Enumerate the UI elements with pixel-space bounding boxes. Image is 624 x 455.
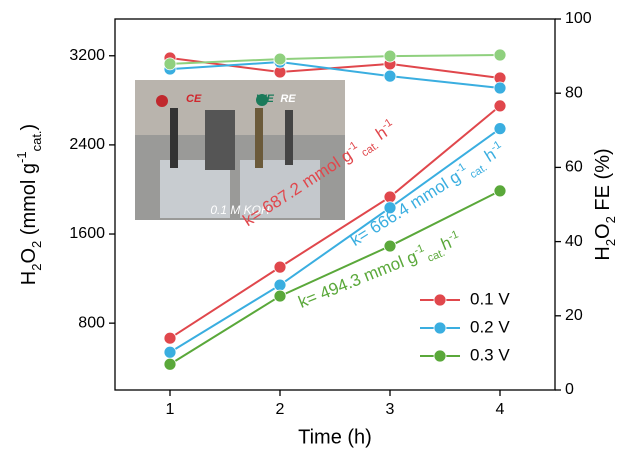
series-line [169, 61, 501, 90]
marker [493, 81, 507, 95]
text-part: H [592, 246, 614, 260]
text-part: -1 [447, 228, 461, 243]
electrode [285, 110, 293, 165]
text-part: 2 [29, 264, 44, 271]
x-tick-label: 1 [166, 401, 175, 418]
marker [383, 190, 397, 204]
text-part: 2 [603, 239, 618, 246]
text-part: H [18, 271, 40, 285]
series-line [169, 190, 501, 366]
x-tick-label: 4 [496, 401, 505, 418]
text-part: -1 [14, 151, 29, 163]
marker [493, 184, 507, 198]
inset-label: CE [186, 93, 202, 105]
legend-marker [433, 321, 447, 335]
text-part: cat. [29, 130, 44, 151]
marker [493, 99, 507, 113]
inset-photo: CE WE RE 0.1 M KOH [135, 80, 345, 220]
y-tick-label: 800 [78, 314, 105, 331]
cell [240, 160, 320, 218]
y2-tick-label: 80 [565, 84, 583, 101]
electrode [170, 108, 178, 168]
stand [205, 110, 235, 170]
marker [273, 260, 287, 274]
legend-label: 0.1 V [470, 289, 510, 308]
legend-label: 0.3 V [470, 345, 510, 364]
x-tick-label: 2 [276, 401, 285, 418]
y2-tick-label: 60 [565, 159, 583, 176]
text-part: FE (%) [592, 148, 614, 216]
series-line [169, 53, 501, 65]
clip [256, 94, 268, 106]
marker [493, 122, 507, 136]
y2-tick-label: 0 [565, 381, 574, 398]
y2-tick-label: 100 [565, 10, 592, 27]
series-line [169, 127, 501, 354]
text-part: O [18, 248, 40, 264]
marker [163, 57, 177, 71]
plot-frame [114, 18, 556, 391]
text-part: 2 [603, 216, 618, 223]
electrode [255, 108, 263, 168]
marker [273, 278, 287, 292]
marker [493, 48, 507, 62]
marker [383, 69, 397, 83]
inset-label: 0.1 M KOH [210, 203, 270, 217]
marker [163, 331, 177, 345]
marker [163, 357, 177, 371]
marker [273, 52, 287, 66]
text-part: 2 [29, 241, 44, 248]
y-tick-label: 1600 [69, 225, 105, 242]
x-tick-label: 3 [386, 401, 395, 418]
text-part: (mmol g [18, 163, 40, 241]
y2-tick-label: 20 [565, 307, 583, 324]
legend-marker [433, 349, 447, 363]
inset-label: RE [280, 93, 296, 105]
text-part: ) [18, 124, 40, 131]
clip [156, 95, 168, 107]
legend-marker [433, 293, 447, 307]
y-tick-label: 3200 [69, 47, 105, 64]
marker [163, 345, 177, 359]
marker [383, 49, 397, 63]
inset-label: WE [256, 93, 274, 105]
marker [383, 201, 397, 215]
legend-label: 0.2 V [470, 317, 510, 336]
y-tick-label: 2400 [69, 136, 105, 153]
photo-bg [135, 80, 345, 135]
series-line [169, 105, 501, 340]
marker [383, 239, 397, 253]
rich-text: H2O2 FE (%) [592, 148, 618, 260]
x-axis-label: Time (h) [298, 426, 372, 448]
marker [273, 289, 287, 303]
y2-tick-label: 40 [565, 233, 583, 250]
text-part: -1 [412, 242, 426, 257]
text-part: O [592, 223, 614, 239]
rich-text: H2O2 (mmol g-1cat.) [14, 124, 44, 285]
